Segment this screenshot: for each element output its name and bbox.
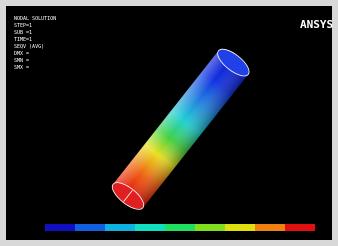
header-line: DMX = <box>14 51 29 57</box>
page: NODAL SOLUTIONSTEP=1SUB =1TIME=1SEQV (AV… <box>0 0 338 246</box>
header-line: SMX = <box>14 65 29 71</box>
viewport: NODAL SOLUTIONSTEP=1SUB =1TIME=1SEQV (AV… <box>0 0 338 246</box>
header-line: SMN = <box>14 58 29 64</box>
logo: ANSYS <box>300 18 333 31</box>
legend-bar <box>45 224 315 231</box>
header-line: NODAL SOLUTION <box>14 16 56 22</box>
header-line: SUB =1 <box>14 30 32 36</box>
header-line: SEQV (AVG) <box>14 44 44 50</box>
header-line: TIME=1 <box>14 37 32 43</box>
header-line: STEP=1 <box>14 23 32 29</box>
